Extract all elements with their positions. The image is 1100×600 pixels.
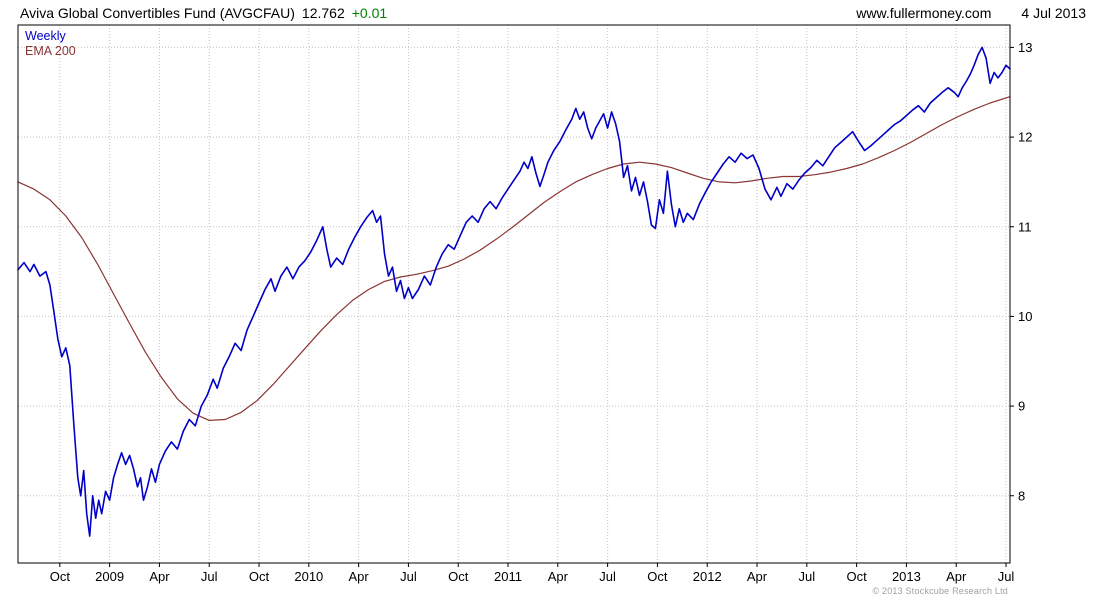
plot-border [17,24,1011,564]
x-axis-label: Oct [249,569,270,584]
series-ema-200 [17,96,1011,421]
y-axis-label: 11 [1018,219,1032,234]
y-axis-label: 13 [1018,40,1032,55]
header-meta: www.fullermoney.com 4 Jul 2013 [856,5,1086,21]
series-weekly [17,46,1011,537]
plot-background [18,25,1010,563]
x-axis-label: Apr [747,569,768,584]
y-axis-label: 12 [1018,130,1032,145]
fund-title: Aviva Global Convertibles Fund (AVGCFAU) [20,4,295,21]
x-axis-label: Jul [799,569,816,584]
title-block: Aviva Global Convertibles Fund (AVGCFAU)… [20,5,387,21]
copyright-notice: © 2013 Stockcube Research Ltd [872,586,1008,596]
x-axis-label: Apr [946,569,967,584]
x-axis-label: Oct [847,569,868,584]
x-axis-label: Apr [349,569,370,584]
y-axis-label: 10 [1018,309,1032,324]
x-axis-label: 2010 [294,569,323,584]
last-price: 12.762 [301,4,345,21]
x-axis-label: Jul [599,569,616,584]
chart-area: 8 9 10 11 12 13 Oct 2009 Apr Jul Oct 2010 Apr Jul Oct 2… [0,22,1100,600]
price-change: +0.01 [351,4,388,21]
x-axis-label: Jul [998,569,1015,584]
x-axis-label: 2012 [693,569,722,584]
x-axis-label: Jul [400,569,417,584]
y-axis-label: 9 [1018,399,1025,414]
x-axis-label: Apr [149,569,170,584]
x-axis-label: Oct [647,569,668,584]
website-text: www.fullermoney.com [856,4,992,21]
x-axis-label: 2009 [95,569,124,584]
chart-legend: Weekly EMA 200 [25,29,76,59]
x-axis-label: Oct [50,569,71,584]
x-axis-label: Oct [448,569,469,584]
y-axis-label: 8 [1018,488,1025,503]
x-axis-label: Apr [548,569,569,584]
x-axis-label: Jul [201,569,218,584]
date-text: 4 Jul 2013 [1021,4,1086,21]
price-chart: 8 9 10 11 12 13 Oct 2009 Apr Jul Oct 2010 Apr Jul Oct 2… [17,24,1032,584]
legend-weekly-label: Weekly [25,29,66,43]
legend-ema-label: EMA 200 [25,44,76,58]
x-axis-label: 2011 [494,569,522,584]
chart-header: Aviva Global Convertibles Fund (AVGCFAU)… [0,0,1100,23]
x-axis-label: 2013 [892,569,921,584]
